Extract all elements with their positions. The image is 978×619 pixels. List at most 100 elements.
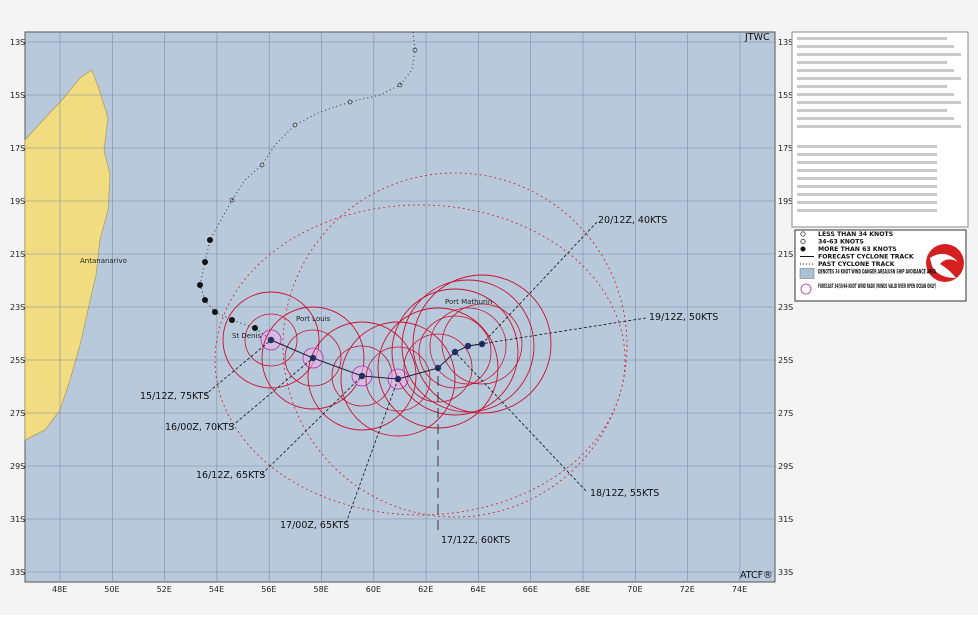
text-line <box>797 77 961 80</box>
past-position <box>252 325 258 331</box>
lon-label: 56E <box>261 585 276 594</box>
past-position <box>292 122 298 128</box>
radius-50kt <box>441 303 523 385</box>
legend-label: FORECAST 34/50/64 KNOT WIND RADII (WINDS… <box>818 283 936 290</box>
text-line <box>797 161 937 164</box>
radius-50kt <box>244 313 298 367</box>
radius-34kt <box>412 274 552 414</box>
lon-label: 64E <box>470 585 485 594</box>
radius-50kt <box>284 329 342 387</box>
text-line <box>797 45 954 48</box>
forecast-label: 16/12Z, 65KTS <box>196 470 265 481</box>
text-line <box>797 37 947 40</box>
lon-label: 62E <box>418 585 433 594</box>
past-position <box>229 317 235 323</box>
radius-34kt <box>391 288 519 416</box>
leader-line <box>345 378 399 524</box>
leader-line <box>454 351 587 492</box>
text-line <box>797 93 954 96</box>
text-line <box>797 169 937 172</box>
lon-label: 72E <box>680 585 695 594</box>
radius-34kt <box>222 291 320 389</box>
lon-label: 66E <box>523 585 538 594</box>
place-name: St Denis <box>232 332 261 340</box>
radius-34kt <box>261 306 365 410</box>
legend-label: LESS THAN 34 KNOTS <box>818 231 893 238</box>
lon-label: 58E <box>314 585 329 594</box>
leader-line <box>231 357 314 427</box>
forecast-label: 15/12Z, 75KTS <box>140 391 209 402</box>
text-line <box>797 185 937 188</box>
lat-label: 15S <box>10 91 25 100</box>
past-position <box>197 282 203 288</box>
track <box>197 31 486 383</box>
lat-label: 17S <box>778 144 793 153</box>
danger-area <box>214 204 626 516</box>
place-name: Port Louis <box>296 315 331 323</box>
past-position <box>397 82 403 88</box>
lat-label: 31S <box>778 515 793 524</box>
lat-label: 13S <box>778 38 793 47</box>
lon-label: 48E <box>52 585 67 594</box>
radius-34kt <box>307 321 417 431</box>
lon-label: 60E <box>366 585 381 594</box>
text-line <box>797 145 937 148</box>
leader-line <box>467 317 647 347</box>
lat-label: 15S <box>778 91 793 100</box>
lat-label: 19S <box>778 197 793 206</box>
legend-symbol <box>799 268 815 279</box>
text-line <box>797 101 961 104</box>
legend-symbol <box>800 231 806 237</box>
lat-label: 17S <box>10 144 25 153</box>
past-position <box>347 99 353 105</box>
text-line <box>797 125 961 128</box>
past-position <box>259 162 265 168</box>
lat-label: 23S <box>10 303 25 312</box>
lon-label: 74E <box>732 585 747 594</box>
text-line <box>797 53 961 56</box>
forecast-label: 17/00Z, 65KTS <box>280 520 349 531</box>
lat-label: 21S <box>10 250 25 259</box>
past-position <box>229 197 235 203</box>
forecast-labels: 15/12Z, 75KTS 16/00Z, 70KTS 16/12Z, 65KTS 1… <box>140 215 718 546</box>
radius-50kt <box>418 315 492 389</box>
text-line <box>797 177 937 180</box>
leader-line <box>261 375 363 475</box>
lon-label: 54E <box>209 585 224 594</box>
lon-label: 70E <box>627 585 642 594</box>
forecast-label: 18/12Z, 55KTS <box>590 488 659 499</box>
text-line <box>797 69 954 72</box>
lat-label: 33S <box>10 568 25 577</box>
jtwc-logo <box>926 244 964 282</box>
forecast-label: 16/00Z, 70KTS <box>165 422 234 433</box>
lon-label: 52E <box>157 585 172 594</box>
radius-50kt <box>429 307 507 385</box>
lat-label: 21S <box>778 250 793 259</box>
lat-label: 25S <box>778 356 793 365</box>
lat-label: 27S <box>778 409 793 418</box>
past-position <box>212 309 218 315</box>
lon-label: 50E <box>104 585 119 594</box>
legend-label: MORE THAN 63 KNOTS <box>818 246 897 253</box>
legend-label: 34-63 KNOTS <box>818 239 864 246</box>
place-name: Antananarivo <box>80 257 127 265</box>
lat-label: 13S <box>10 38 25 47</box>
lat-label: 31S <box>10 515 25 524</box>
past-position <box>207 237 213 243</box>
radius-34kt <box>340 321 456 437</box>
legend-label: PAST CYCLONE TRACK <box>818 261 895 268</box>
radius-50kt <box>365 346 431 412</box>
past-position <box>412 47 418 53</box>
footer: ATCF® <box>740 570 773 581</box>
forecast-label: 19/12Z, 50KTS <box>649 312 718 323</box>
lat-label: 19S <box>10 197 25 206</box>
lon-label: 68E <box>575 585 590 594</box>
past-track <box>199 31 416 341</box>
legend-symbol <box>800 238 806 245</box>
legend-symbol <box>800 283 812 295</box>
text-line <box>797 117 954 120</box>
text-line <box>797 61 947 64</box>
text-line <box>797 209 937 212</box>
